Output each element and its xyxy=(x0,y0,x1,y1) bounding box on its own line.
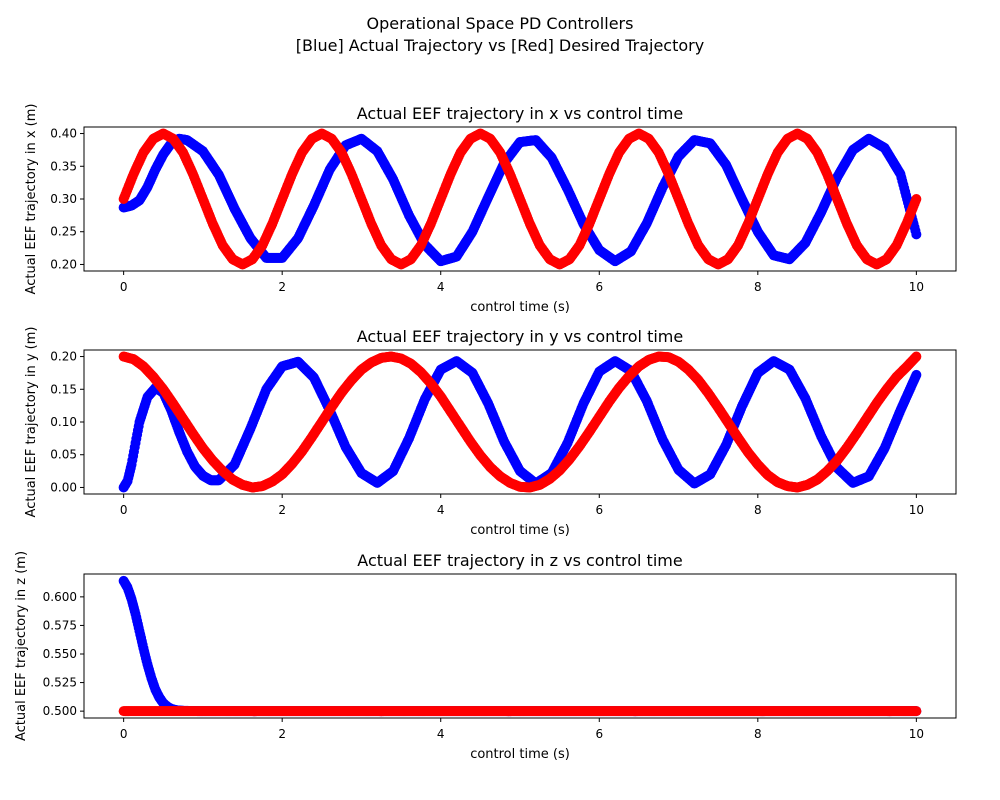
series-2 xyxy=(118,706,922,717)
subplot-title: Actual EEF trajectory in x vs control ti… xyxy=(357,104,683,123)
x-tick-label: 0 xyxy=(120,280,128,294)
y-tick-label: 0.05 xyxy=(50,448,77,462)
subplot-title: Actual EEF trajectory in y vs control ti… xyxy=(357,327,683,346)
figure-suptitle: Operational Space PD Controllers [Blue] … xyxy=(0,13,1000,57)
y-tick-label: 0.20 xyxy=(50,257,77,271)
plot-area-3 xyxy=(118,575,922,717)
y-tick-label: 0.20 xyxy=(50,350,77,364)
y-tick-label: 0.10 xyxy=(50,415,77,429)
x-tick-label: 10 xyxy=(909,280,924,294)
x-tick-label: 2 xyxy=(278,280,286,294)
suptitle-line-1: Operational Space PD Controllers xyxy=(366,14,634,33)
series-1 xyxy=(118,575,922,717)
data-point xyxy=(911,229,922,240)
data-point xyxy=(911,369,922,380)
x-tick-label: 6 xyxy=(595,503,603,517)
y-tick-label: 0.15 xyxy=(50,382,77,396)
series-2 xyxy=(118,128,922,270)
subplot-2: 0 2 4 6 8 10 0.00 0.05 0.10 0.15 0.20 Actual EEF tr… xyxy=(24,327,957,538)
x-tick-label: 6 xyxy=(595,280,603,294)
data-point xyxy=(911,351,922,362)
plot-area-1 xyxy=(118,128,922,270)
x-tick-label: 4 xyxy=(437,280,445,294)
x-tick-label: 8 xyxy=(754,280,762,294)
x-tick-label: 4 xyxy=(437,503,445,517)
x-tick-label: 2 xyxy=(278,503,286,517)
series-1 xyxy=(118,356,922,493)
x-tick-label: 0 xyxy=(120,503,128,517)
plot-area-2 xyxy=(118,351,922,493)
y-tick-label: 0.40 xyxy=(50,127,77,141)
x-tick-label: 8 xyxy=(754,503,762,517)
x-axis-label: control time (s) xyxy=(470,523,570,538)
y-axis-label: Actual EEF trajectory in x (m) xyxy=(24,104,39,295)
series-2 xyxy=(118,351,922,493)
y-axis-label: Actual EEF trajectory in y (m) xyxy=(24,327,39,518)
x-axis-label: control time (s) xyxy=(470,300,570,315)
y-tick-label: 0.30 xyxy=(50,192,77,206)
suptitle-line-2: [Blue] Actual Trajectory vs [Red] Desire… xyxy=(295,36,705,55)
y-tick-label: 0.35 xyxy=(50,159,77,173)
y-tick-label: 0.00 xyxy=(50,480,77,494)
y-tick-label: 0.25 xyxy=(50,225,77,239)
x-tick-label: 10 xyxy=(909,503,924,517)
subplot-1: 0 2 4 6 8 10 0.20 0.25 0.30 0.35 0.40 Actual EEF tr… xyxy=(24,104,957,315)
data-point xyxy=(911,194,922,204)
